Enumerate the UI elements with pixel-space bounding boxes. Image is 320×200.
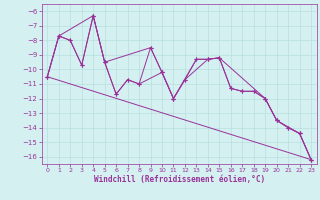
X-axis label: Windchill (Refroidissement éolien,°C): Windchill (Refroidissement éolien,°C): [94, 175, 265, 184]
